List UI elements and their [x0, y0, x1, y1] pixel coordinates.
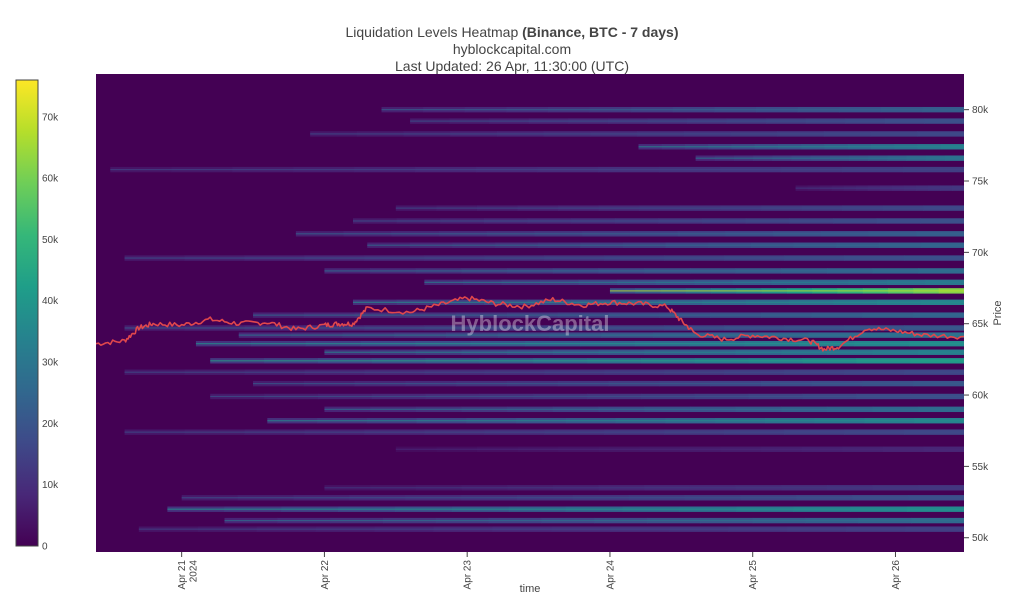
liquidation-band-core — [110, 169, 964, 171]
liquidation-band-core — [324, 408, 964, 410]
colorbar-tick-label: 50k — [42, 235, 59, 246]
liquidation-band-core — [324, 270, 964, 272]
x-axis-label: time — [520, 583, 541, 595]
liquidation-band-core — [224, 520, 964, 522]
liquidation-band-core — [695, 157, 964, 159]
chart-title: Liquidation Levels Heatmap (Binance, BTC… — [0, 24, 1024, 40]
x-tick-label: Apr 25 — [748, 560, 759, 590]
x-tick-label: Apr 24 — [605, 560, 616, 590]
colorbar-tick-label: 0 — [42, 542, 48, 553]
liquidation-band-core — [352, 301, 964, 303]
liquidation-band-core — [410, 120, 964, 122]
liquidation-band-core — [352, 220, 964, 222]
colorbar-tick-label: 40k — [42, 296, 59, 307]
liquidation-band-core — [424, 281, 964, 283]
y-tick-label: 70k — [972, 248, 989, 259]
liquidation-band-core — [253, 383, 964, 385]
liquidation-band-core — [267, 420, 964, 422]
x-tick-sublabel: 2024 — [189, 560, 200, 583]
y-axis: 50k 55k 60k 65k 70k 75k 80k — [964, 105, 989, 544]
liquidation-band-core — [395, 207, 964, 209]
liquidation-band-core — [253, 314, 964, 316]
y-tick-label: 65k — [972, 319, 989, 330]
colorbar-tick-label: 10k — [42, 480, 59, 491]
x-axis: Apr 21 2024 Apr 22 Apr 23 Apr 24 Apr 25 Apr 26 — [177, 552, 902, 589]
y-tick-label: 80k — [972, 105, 989, 116]
liquidation-band-core — [295, 233, 964, 235]
liquidation-bands — [110, 106, 964, 532]
liquidation-band-core — [138, 528, 964, 530]
liquidation-band-core — [238, 334, 964, 336]
y-tick-label: 55k — [972, 462, 989, 473]
colorbar-tick-label: 20k — [42, 419, 59, 430]
liquidation-band-core — [310, 133, 964, 135]
liquidation-band-core — [795, 187, 964, 189]
liquidation-band-core — [381, 109, 964, 111]
liquidation-band-core — [609, 290, 964, 292]
colorbar-tick-label: 30k — [42, 358, 59, 369]
liquidation-band-core — [210, 360, 964, 362]
y-tick-label: 50k — [972, 533, 989, 544]
y-tick-label: 60k — [972, 391, 989, 402]
liquidation-band-core — [324, 351, 964, 353]
x-tick-label: Apr 22 — [320, 560, 331, 590]
colorbar-tick-label: 60k — [42, 174, 59, 185]
liquidation-band-core — [124, 431, 964, 433]
liquidation-band-core — [210, 395, 964, 398]
chart-updated: Last Updated: 26 Apr, 11:30:00 (UTC) — [395, 58, 629, 74]
liquidation-band-core — [167, 508, 964, 510]
y-tick-label: 75k — [972, 177, 989, 188]
liquidation-band-core — [324, 487, 964, 489]
y-axis-label: Price — [992, 300, 1004, 325]
liquidation-band-core — [124, 371, 964, 373]
liquidation-band-core — [181, 497, 964, 499]
price-line[interactable] — [96, 295, 964, 352]
liquidation-band-core — [638, 146, 964, 148]
chart-source: hyblockcapital.com — [452, 41, 572, 57]
watermark: HyblockCapital — [451, 311, 610, 336]
liquidation-band-core — [124, 327, 964, 329]
liquidation-band-core — [395, 448, 964, 450]
chart-title-bold: (Binance, BTC - 7 days) — [522, 24, 679, 40]
colorbar: 0 10k 20k 30k 40k 50k 60k 70k — [15, 79, 59, 553]
x-tick-label: Apr 21 — [177, 560, 188, 590]
liquidation-band-core — [124, 257, 964, 259]
liquidation-band-core — [367, 244, 964, 246]
liquidation-band-core — [195, 343, 964, 345]
x-tick-label: Apr 26 — [891, 560, 902, 590]
x-tick-label: Apr 23 — [463, 560, 474, 590]
colorbar-tick-label: 70k — [42, 112, 59, 123]
chart-title-text: Liquidation Levels Heatmap — [345, 24, 523, 40]
colorbar-gradient — [15, 79, 39, 547]
